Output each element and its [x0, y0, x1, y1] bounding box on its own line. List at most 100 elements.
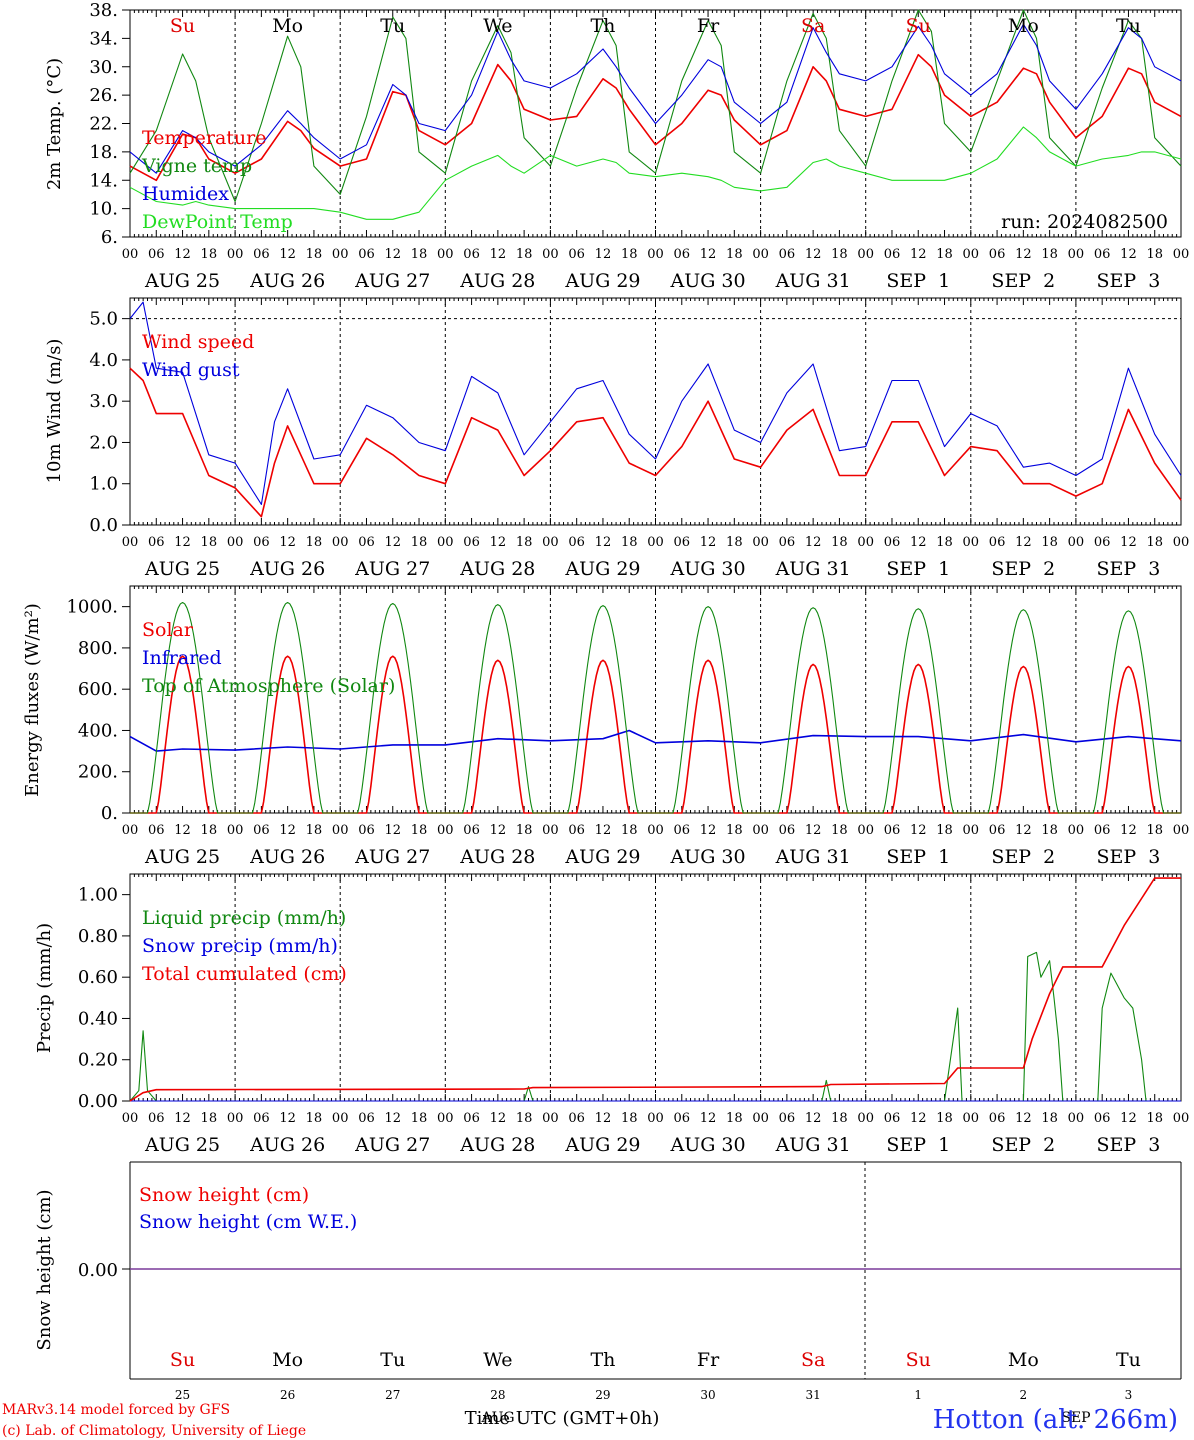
x-hour-label: 00 [647, 247, 664, 262]
x-hour-label: 18 [1146, 535, 1163, 550]
x-hour-label: 00 [963, 823, 980, 838]
series-line-dewpoint-temp [129, 126, 1182, 220]
x-hour-label: 12 [490, 535, 507, 550]
legend-wind-gust: Wind gust [142, 359, 240, 381]
x-hour-label: 00 [437, 535, 454, 550]
x-date-label: SEP 2 [991, 846, 1055, 868]
x-hour-label: 00 [332, 1111, 349, 1126]
x-hour-label: 12 [910, 247, 927, 262]
x-date-label: SEP 1 [886, 270, 950, 292]
y-tick-label: 0. [101, 803, 118, 824]
x-date-label: AUG 29 [564, 846, 640, 868]
x-hour-label: 00 [227, 247, 244, 262]
day-number-label: 26 [280, 1388, 295, 1402]
x-hour-label: 18 [936, 823, 953, 838]
x-hour-label: 00 [1173, 1111, 1190, 1126]
series-line-wind-speed [129, 367, 1182, 518]
day-number-label: 25 [175, 1388, 190, 1402]
day-number-label: 31 [806, 1388, 821, 1402]
x-hour-label: 06 [358, 823, 375, 838]
x-hour-label: 18 [831, 823, 848, 838]
x-hour-label: 12 [174, 1111, 191, 1126]
day-number-label: 29 [595, 1388, 610, 1402]
y-tick-label: 0.60 [78, 967, 118, 988]
y-tick-label: 26. [89, 85, 118, 106]
x-hour-label: 06 [779, 823, 796, 838]
x-hour-label: 18 [1146, 1111, 1163, 1126]
x-date-label: AUG 31 [775, 846, 851, 868]
x-hour-label: 06 [1094, 247, 1111, 262]
x-hour-label: 12 [805, 535, 822, 550]
legend-temperature: Temperature [142, 127, 266, 149]
x-hour-label: 12 [595, 247, 612, 262]
y-axis-label: 10m Wind (m/s) [44, 339, 65, 484]
x-hour-label: 12 [595, 823, 612, 838]
x-hour-label: 00 [752, 247, 769, 262]
x-date-label: SEP 1 [886, 558, 950, 580]
x-hour-label: 18 [621, 1111, 638, 1126]
y-tick-label: 18. [89, 142, 118, 163]
legend-snow-precip: Snow precip (mm/h) [142, 935, 338, 957]
y-axis-label: Snow height (cm) [34, 1189, 55, 1350]
x-hour-label: 18 [1041, 823, 1058, 838]
y-tick-label: 1.0 [89, 474, 118, 495]
weekday-label: Mo [272, 15, 303, 37]
x-date-label: AUG 26 [249, 846, 325, 868]
legend-dewpoint: DewPoint Temp [142, 211, 293, 233]
x-hour-label: 18 [516, 823, 533, 838]
x-hour-label: 18 [201, 535, 218, 550]
y-tick-label: 0.00 [78, 1091, 118, 1112]
x-hour-label: 18 [1146, 247, 1163, 262]
x-hour-label: 12 [1015, 1111, 1032, 1126]
x-hour-label: 06 [253, 535, 270, 550]
x-hour-label: 00 [1068, 535, 1085, 550]
x-hour-label: 12 [805, 247, 822, 262]
weekday-label: Tu [380, 15, 405, 37]
x-hour-label: 00 [1173, 535, 1190, 550]
weekday-label: Su [906, 15, 931, 37]
x-hour-label: 00 [752, 1111, 769, 1126]
day-number-label: 30 [700, 1388, 715, 1402]
y-tick-label: 1000. [66, 597, 118, 618]
x-hour-label: 00 [122, 247, 139, 262]
legend-liquid-precip: Liquid precip (mm/h) [142, 907, 346, 929]
x-hour-label: 12 [279, 1111, 296, 1126]
y-tick-label: 2.0 [89, 432, 118, 453]
x-hour-label: 06 [463, 247, 480, 262]
x-hour-label: 12 [910, 1111, 927, 1126]
y-tick-label: 22. [89, 114, 118, 135]
x-hour-label: 00 [332, 247, 349, 262]
series-line-total-cumulated-cm [129, 877, 1181, 1102]
x-hour-label: 12 [1120, 535, 1137, 550]
weekday-label: Tu [380, 1349, 405, 1371]
x-hour-label: 00 [1173, 823, 1190, 838]
x-hour-label: 00 [122, 1111, 139, 1126]
weekday-label: We [483, 1349, 512, 1371]
weekday-label: Tu [1116, 15, 1141, 37]
x-hour-label: 06 [568, 1111, 585, 1126]
x-hour-label: 18 [306, 247, 323, 262]
x-hour-label: 18 [306, 823, 323, 838]
x-date-label: SEP 2 [991, 558, 1055, 580]
day-number-label: 28 [490, 1388, 505, 1402]
x-hour-label: 12 [384, 823, 401, 838]
series-line-humidex [129, 23, 1182, 174]
x-hour-label: 00 [1068, 247, 1085, 262]
day-number-label: 2 [1020, 1388, 1028, 1402]
x-hour-label: 06 [253, 1111, 270, 1126]
day-number-label: 3 [1125, 1388, 1133, 1402]
x-hour-label: 06 [463, 535, 480, 550]
precip-panel: 0.00 0.20 0.40 0.60 0.80 1.00 00 06 12 18 AUG 25 00… [34, 873, 1190, 1156]
series-line-top-of-atmosphere-solar [130, 601, 1181, 814]
x-hour-label: 12 [490, 823, 507, 838]
x-hour-label: 06 [884, 1111, 901, 1126]
x-hour-label: 06 [779, 535, 796, 550]
y-tick-label: 0.80 [78, 926, 118, 947]
x-hour-label: 00 [857, 1111, 874, 1126]
x-date-label: AUG 26 [249, 558, 325, 580]
x-hour-label: 00 [647, 823, 664, 838]
x-date-label: AUG 28 [459, 270, 535, 292]
x-hour-label: 12 [384, 535, 401, 550]
y-tick-label: 3.0 [89, 391, 118, 412]
